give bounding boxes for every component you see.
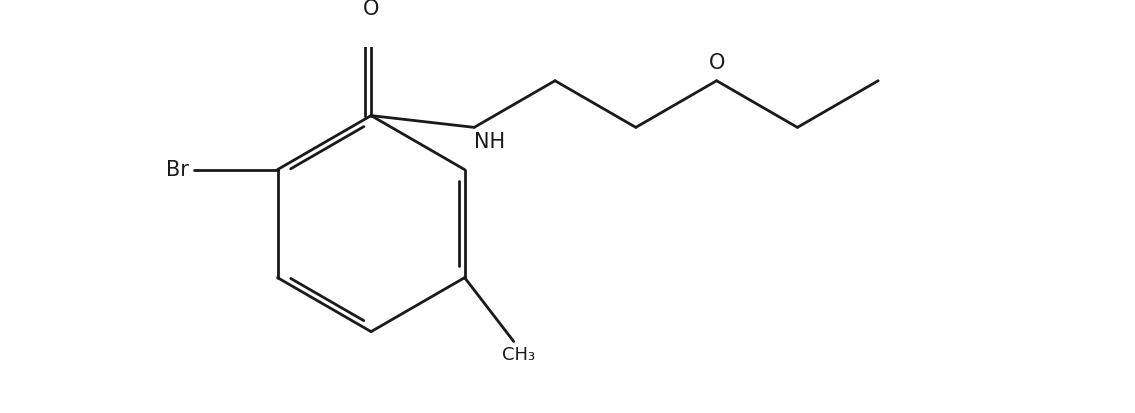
Text: O: O: [708, 53, 725, 73]
Text: CH₃: CH₃: [502, 347, 536, 364]
Text: Br: Br: [166, 159, 190, 180]
Text: O: O: [363, 0, 379, 19]
Text: NH: NH: [474, 132, 505, 152]
